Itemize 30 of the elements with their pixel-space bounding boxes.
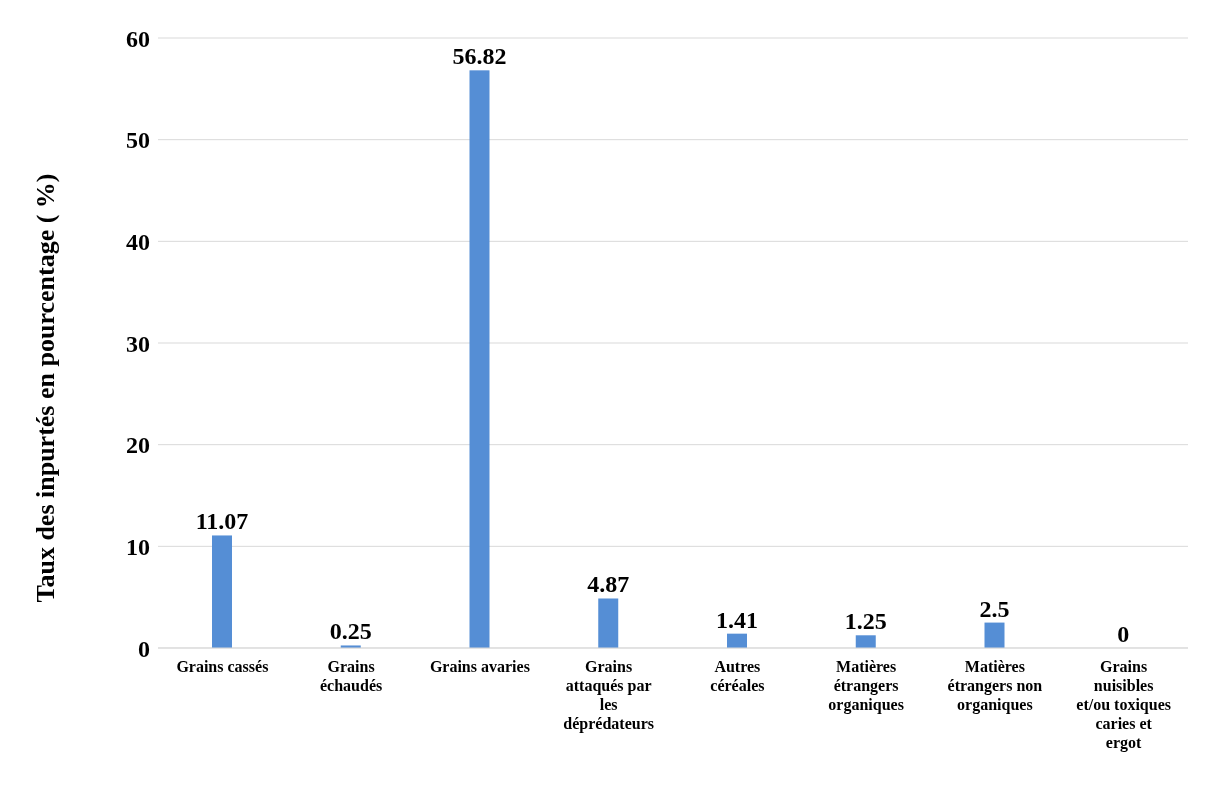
x-tick-label: Autres céréales bbox=[710, 658, 765, 694]
data-label: 1.41 bbox=[716, 606, 758, 633]
data-label: 1.25 bbox=[844, 608, 887, 635]
bar bbox=[469, 70, 490, 648]
bar bbox=[212, 535, 232, 648]
x-tick-label: Matières étrangers non organiques bbox=[947, 658, 1043, 714]
x-tick-label: Grains cassés bbox=[176, 658, 269, 675]
y-tick-label: 40 bbox=[126, 228, 150, 255]
data-label: 0.25 bbox=[329, 618, 372, 645]
y-tick-label: 0 bbox=[138, 635, 150, 662]
data-label: 56.82 bbox=[452, 43, 507, 70]
y-tick-label: 60 bbox=[126, 25, 150, 52]
x-tick-label: Grains attaqués par les déprédateurs bbox=[563, 658, 654, 733]
data-label: 11.07 bbox=[195, 508, 249, 535]
bar bbox=[855, 635, 876, 648]
data-label: 2.5 bbox=[979, 595, 1010, 622]
bar bbox=[727, 633, 747, 648]
y-tick-label: 10 bbox=[126, 533, 150, 560]
y-tick-label: 30 bbox=[126, 330, 150, 357]
y-axis-title: Taux des inpurtés en pourcentage ( %) bbox=[31, 173, 61, 603]
x-tick-label: Grains échaudés bbox=[320, 658, 383, 694]
y-tick-label: 20 bbox=[126, 432, 150, 459]
data-label: 4.87 bbox=[587, 571, 630, 598]
y-tick-label: 50 bbox=[126, 127, 150, 154]
x-tick-label: Grains avaries bbox=[429, 658, 530, 675]
bar bbox=[984, 622, 1005, 648]
data-label: 0 bbox=[1117, 621, 1130, 647]
bar bbox=[598, 598, 619, 648]
x-tick-label: Matières étrangers organiques bbox=[828, 658, 904, 714]
x-tick-label: Grains nuisibles et/ou toxiques caries et ergot bbox=[1076, 658, 1171, 752]
